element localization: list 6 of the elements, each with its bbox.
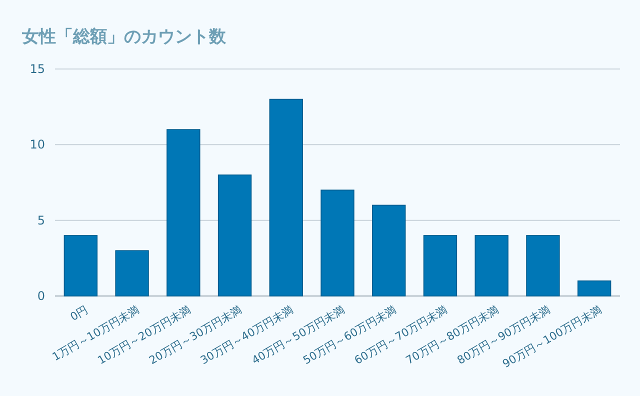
ytick: 0 <box>37 289 45 303</box>
xtick: 0円 <box>68 303 90 324</box>
ytick: 5 <box>37 213 45 228</box>
ytick: 15 <box>30 62 45 76</box>
title: 女性「総額」のカウント数 <box>22 27 226 47</box>
ytick: 10 <box>30 138 45 152</box>
